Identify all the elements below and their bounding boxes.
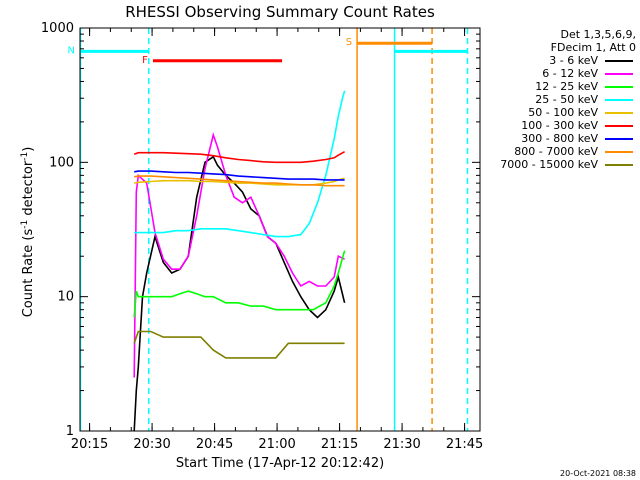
series-line [133,132,345,378]
legend-item: 12 - 25 keV [478,80,636,93]
y-tick-label: 10 [57,290,74,305]
legend-item: 6 - 12 keV [478,67,636,80]
legend-item: 25 - 50 keV [478,93,636,106]
ylabel-main: Count Rate (s [21,229,36,318]
legend-item-label: 300 - 800 keV [521,132,598,145]
y-tick-label: 100 [49,155,74,170]
legend-item: 100 - 300 keV [478,119,636,132]
legend-item: 7000 - 15000 keV [478,158,636,171]
series-line [134,170,345,181]
y-tick-label: 1 [66,424,74,439]
plot-frame [79,27,481,432]
flag-label: N [68,45,75,56]
legend-item-label: 25 - 50 keV [535,93,598,106]
series-line [133,155,346,432]
x-tick-label: 20:30 [133,437,170,452]
legend-swatch [605,164,633,166]
ylabel-sup2: -1 [20,152,30,161]
legend-swatch [605,112,633,114]
axes: 20:15 20:30 20:45 21:00 21:15 21:30 21:45 1 10 10… [41,21,483,452]
x-tick-label: 21:45 [446,437,483,452]
plot-area: F S N [68,28,469,432]
legend-swatch [605,60,633,62]
x-axis-label: Start Time (17-Apr-12 20:12:42) [176,456,384,471]
x-tick-label: 21:30 [383,437,420,452]
x-tick-label: 20:15 [71,437,108,452]
legend-item: 3 - 6 keV [478,54,636,67]
flag-label: F [142,55,148,66]
legend-swatch [605,138,633,140]
ylabel-sup1: -1 [20,220,30,229]
timestamp-footnote: 20-Oct-2021 08:38 [560,469,636,478]
series-line [133,330,345,359]
legend-item: 50 - 100 keV [478,106,636,119]
x-tick-label: 21:00 [258,437,295,452]
legend-swatch [605,99,633,101]
series-line [134,90,346,238]
legend-header-line-1: Det 1,3,5,6,9, [560,28,636,41]
series-line [133,250,346,318]
legend-swatch [605,73,633,75]
svg-text:Count Rate (s-1 detector-1): Count Rate (s-1 detector-1) [20,147,36,318]
series-line [133,151,345,164]
legend-swatch [605,151,633,153]
legend-item-label: 100 - 300 keV [521,119,598,132]
flag-label: S [346,37,352,48]
chart-title: RHESSI Observing Summary Count Rates [125,3,435,21]
legend-swatch [605,125,633,127]
legend-item: 800 - 7000 keV [478,145,636,158]
legend-header-line-2: FDecim 1, Att 0 [550,41,636,54]
ylabel-end: ) [21,147,36,152]
legend-item: 300 - 800 keV [478,132,636,145]
legend-swatch [605,86,633,88]
series-line [134,175,345,187]
y-tick-label: 1000 [41,21,74,36]
legend-item-label: 12 - 25 keV [535,80,598,93]
x-tick-label: 21:15 [321,437,358,452]
series-line [134,177,345,186]
legend-item-label: 50 - 100 keV [528,106,598,119]
legend: Det 1,3,5,6,9, FDecim 1, Att 0 3 - 6 keV… [478,28,636,171]
legend-item-label: 3 - 6 keV [549,54,598,67]
x-tick-label: 20:45 [196,437,233,452]
legend-item-label: 800 - 7000 keV [514,145,598,158]
legend-item-label: 6 - 12 keV [542,67,598,80]
legend-item-label: 7000 - 15000 keV [500,158,598,171]
ylabel-mid: detector [21,160,36,220]
y-axis-label: Count Rate (s-1 detector-1) [20,147,36,318]
